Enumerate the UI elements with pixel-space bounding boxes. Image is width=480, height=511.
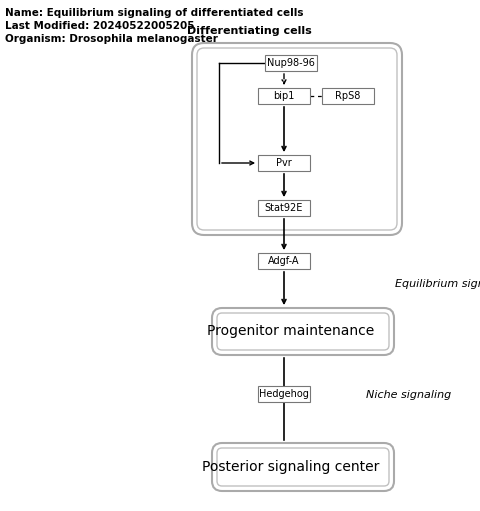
Text: Posterior signaling center: Posterior signaling center: [202, 460, 380, 474]
Text: Equilibrium signaling: Equilibrium signaling: [395, 279, 480, 289]
Text: Adgf-A: Adgf-A: [268, 256, 300, 266]
Text: Pvr: Pvr: [276, 158, 292, 168]
Text: Organism: Drosophila melanogaster: Organism: Drosophila melanogaster: [5, 34, 218, 44]
Bar: [258, 155, 310, 171]
Text: Name: Equilibrium signaling of differentiated cells: Name: Equilibrium signaling of different…: [5, 8, 303, 18]
Text: Nup98-96: Nup98-96: [267, 58, 315, 68]
Bar: [258, 386, 310, 402]
Text: Niche signaling: Niche signaling: [366, 390, 451, 400]
Text: Hedgehog: Hedgehog: [259, 389, 309, 399]
Text: Last Modified: 20240522005205: Last Modified: 20240522005205: [5, 21, 194, 31]
Text: Stat92E: Stat92E: [265, 203, 303, 213]
Text: RpS8: RpS8: [336, 91, 360, 101]
Bar: [258, 88, 310, 104]
Text: Differentiating cells: Differentiating cells: [187, 26, 312, 36]
Text: Progenitor maintenance: Progenitor maintenance: [207, 324, 374, 338]
Text: bip1: bip1: [273, 91, 295, 101]
Bar: [258, 253, 310, 269]
Bar: [322, 88, 374, 104]
Bar: [265, 55, 317, 71]
Bar: [258, 200, 310, 216]
